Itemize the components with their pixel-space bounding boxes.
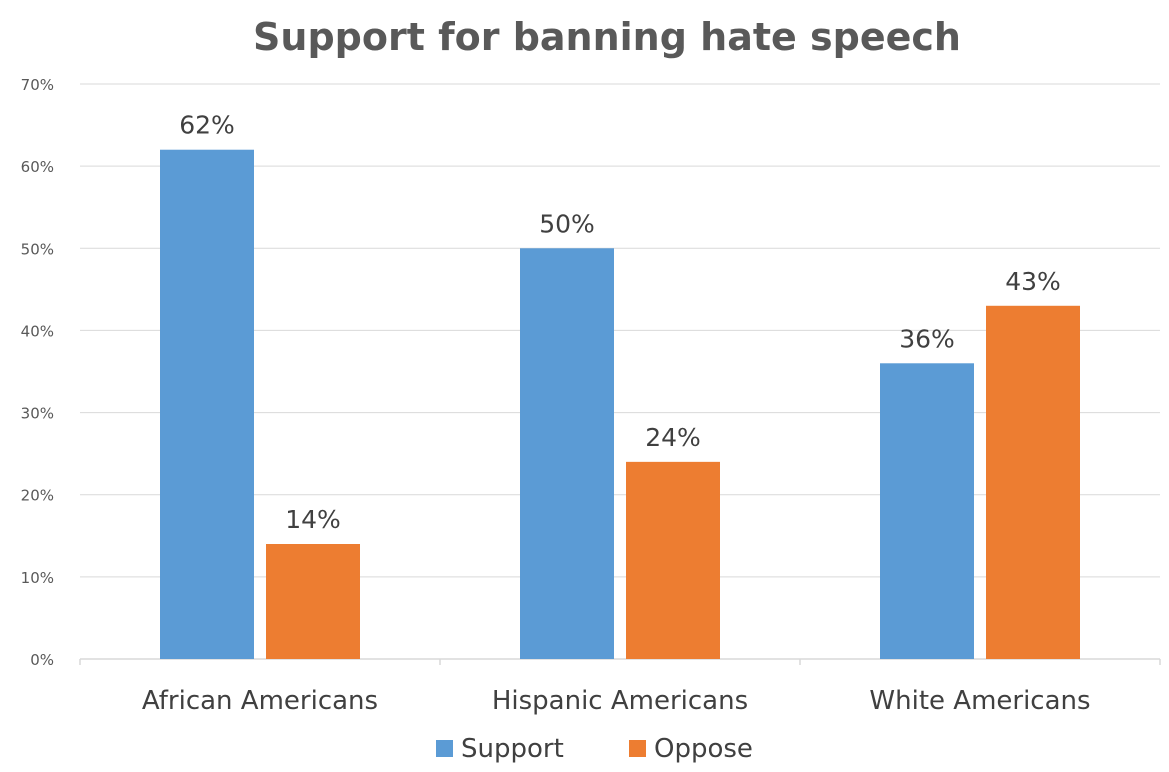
bar-oppose-african-americans <box>266 544 360 659</box>
data-label: 43% <box>1005 267 1061 296</box>
y-tick-label: 20% <box>21 487 54 505</box>
bar-support-hispanic-americans <box>520 248 614 660</box>
y-tick-label: 30% <box>21 405 54 423</box>
y-tick-label: 0% <box>30 651 54 669</box>
legend-swatch-support <box>436 740 453 757</box>
data-label: 50% <box>539 209 595 238</box>
legend-label-support: Support <box>461 734 564 764</box>
legend-swatch-oppose <box>629 740 646 757</box>
y-tick-label: 60% <box>21 158 54 176</box>
gridlines <box>79 83 1161 665</box>
data-label: 24% <box>645 423 701 452</box>
x-tick-label: White Americans <box>869 686 1090 716</box>
data-label: 62% <box>179 111 235 140</box>
data-label: 14% <box>285 505 341 534</box>
x-axis-ticks: African Americans Hispanic Americans White… <box>142 686 1091 716</box>
y-tick-label: 10% <box>21 569 54 587</box>
bar-oppose-white-americans <box>986 305 1080 659</box>
data-label: 36% <box>899 324 955 353</box>
legend: Support Oppose <box>436 734 753 764</box>
data-labels: 62% 14% 50% 24% 36% 43% <box>179 111 1061 534</box>
bar-support-white-americans <box>880 363 974 659</box>
y-axis-ticks: 0% 10% 20% 30% 40% 50% 60% 70% <box>21 76 54 669</box>
y-tick-label: 40% <box>21 322 54 340</box>
legend-label-oppose: Oppose <box>654 734 753 764</box>
chart-title: Support for banning hate speech <box>253 15 961 59</box>
bar-oppose-hispanic-americans <box>626 461 720 659</box>
y-tick-label: 70% <box>21 76 54 94</box>
bars <box>160 149 1080 660</box>
bar-support-african-americans <box>160 149 254 659</box>
x-tick-label: African Americans <box>142 686 378 716</box>
y-tick-label: 50% <box>21 240 54 258</box>
x-tick-label: Hispanic Americans <box>492 686 748 716</box>
